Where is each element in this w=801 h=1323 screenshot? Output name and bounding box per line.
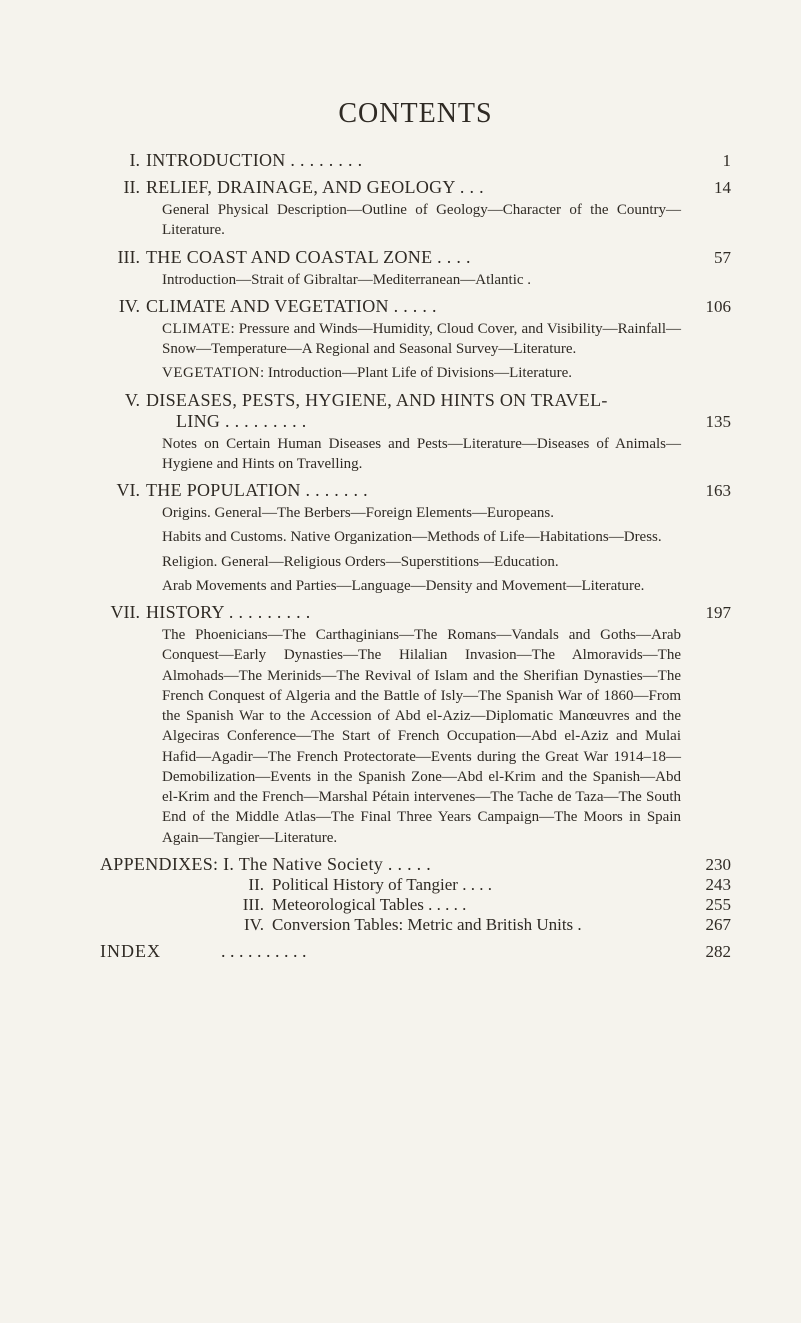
chapter-row: IV. CLIMATE AND VEGETATION . . . . . 106 [100, 296, 731, 317]
chapter-row: VI. THE POPULATION . . . . . . . 163 [100, 480, 731, 501]
chapter-title: DISEASES, PESTS, HYGIENE, AND HINTS ON T… [146, 390, 679, 411]
chapter-desc: Introduction—Strait of Gibraltar—Mediter… [162, 270, 681, 290]
appendix-entry: APPENDIXES: I. The Native Society . . . … [100, 854, 731, 935]
chapter-desc: CLIMATE: Pressure and Winds—Humidity, Cl… [162, 319, 681, 360]
chapter-title-2: LING . . . . . . . . . [176, 411, 679, 432]
chapter-roman: V. [100, 390, 140, 411]
appendix-line: APPENDIXES: I. The Native Society . . . … [100, 854, 679, 875]
chapter-title: RELIEF, DRAINAGE, AND GEOLOGY . . . [146, 177, 679, 198]
chapter-row: II. RELIEF, DRAINAGE, AND GEOLOGY . . . … [100, 177, 731, 198]
chapter-roman: III. [100, 247, 140, 268]
appendix-page: 230 [687, 855, 731, 875]
appendix-sub-title: Conversion Tables: Metric and British Un… [272, 915, 679, 935]
chapter-entry: IV. CLIMATE AND VEGETATION . . . . . 106… [100, 296, 731, 384]
chapter-entry: VI. THE POPULATION . . . . . . . 163 Ori… [100, 480, 731, 596]
page: CONTENTS I. INTRODUCTION . . . . . . . .… [0, 0, 801, 1323]
chapter-title: THE COAST AND COASTAL ZONE . . . . [146, 247, 679, 268]
chapter-title: INTRODUCTION . . . . . . . . [146, 150, 679, 171]
index-page: 282 [687, 942, 731, 962]
chapter-desc: The Phoenicians—The Carthaginians—The Ro… [162, 625, 681, 848]
chapter-entry: II. RELIEF, DRAINAGE, AND GEOLOGY . . . … [100, 177, 731, 241]
desc-text: : Introduction—Plant Life of Divisions—L… [260, 365, 572, 381]
chapter-row: III. THE COAST AND COASTAL ZONE . . . . … [100, 247, 731, 268]
appendix-sub-roman: II. [230, 875, 264, 895]
chapter-page: 106 [687, 297, 731, 317]
chapter-row: I. INTRODUCTION . . . . . . . . 1 [100, 150, 731, 171]
chapter-row-2: LING . . . . . . . . . 135 [100, 411, 731, 432]
lead-smallcaps: VEGETATION [162, 365, 260, 381]
chapter-roman: VI. [100, 480, 140, 501]
appendix-row: APPENDIXES: I. The Native Society . . . … [100, 854, 731, 875]
appendix-label: APPENDIXES: [100, 854, 218, 874]
chapter-desc: VEGETATION: Introduction—Plant Life of D… [162, 363, 681, 383]
appendix-sub-page: 267 [687, 915, 731, 935]
contents-title: CONTENTS [100, 98, 731, 130]
chapter-page: 197 [687, 603, 731, 623]
appendix-sub-row: IV. Conversion Tables: Metric and Britis… [230, 915, 731, 935]
lead-smallcaps: CLIMATE [162, 321, 231, 337]
chapter-desc: Notes on Certain Human Diseases and Pest… [162, 434, 681, 475]
appendix-sub-row: II. Political History of Tangier . . . .… [230, 875, 731, 895]
chapter-desc: Arab Movements and Parties—Language—Dens… [162, 576, 681, 596]
chapter-roman: VII. [100, 602, 140, 623]
index-label: INDEX [100, 941, 161, 962]
appendix-sub-roman: IV. [230, 915, 264, 935]
chapter-desc: General Physical Description—Outline of … [162, 200, 681, 241]
chapter-title: HISTORY . . . . . . . . . [146, 602, 679, 623]
chapter-page: 163 [687, 481, 731, 501]
appendix-sub-row: III. Meteorological Tables . . . . . 255 [230, 895, 731, 915]
chapter-row: V. DISEASES, PESTS, HYGIENE, AND HINTS O… [100, 390, 731, 411]
chapter-page: 57 [687, 248, 731, 268]
appendix-sub-roman: III. [230, 895, 264, 915]
chapter-entry: V. DISEASES, PESTS, HYGIENE, AND HINTS O… [100, 390, 731, 475]
chapter-title: THE POPULATION . . . . . . . [146, 480, 679, 501]
desc-text: : Pressure and Winds—Humidity, Cloud Cov… [162, 321, 681, 357]
appendix-sub-title: Political History of Tangier . . . . [272, 875, 679, 895]
chapter-row: VII. HISTORY . . . . . . . . . 197 [100, 602, 731, 623]
index-dots: . . . . . . . . . . [221, 941, 679, 962]
chapter-roman: IV. [100, 296, 140, 317]
appendix-sub-page: 243 [687, 875, 731, 895]
appendix-first: I. The Native Society . . . . . [223, 854, 431, 874]
chapter-entry: VII. HISTORY . . . . . . . . . 197 The P… [100, 602, 731, 848]
chapter-entry: III. THE COAST AND COASTAL ZONE . . . . … [100, 247, 731, 290]
chapter-roman: I. [100, 150, 140, 171]
chapter-page: 1 [687, 151, 731, 171]
chapter-roman: II. [100, 177, 140, 198]
chapter-title: CLIMATE AND VEGETATION . . . . . [146, 296, 679, 317]
appendix-sub-title: Meteorological Tables . . . . . [272, 895, 679, 915]
chapter-page: 14 [687, 178, 731, 198]
chapter-desc: Habits and Customs. Native Organization—… [162, 527, 681, 547]
chapter-desc: Religion. General—Religious Orders—Super… [162, 552, 681, 572]
chapter-page: 135 [687, 412, 731, 432]
chapter-entry: I. INTRODUCTION . . . . . . . . 1 [100, 150, 731, 171]
index-row: INDEX . . . . . . . . . . 282 [100, 941, 731, 962]
appendix-sub-page: 255 [687, 895, 731, 915]
chapter-desc: Origins. General—The Berbers—Foreign Ele… [162, 503, 681, 523]
